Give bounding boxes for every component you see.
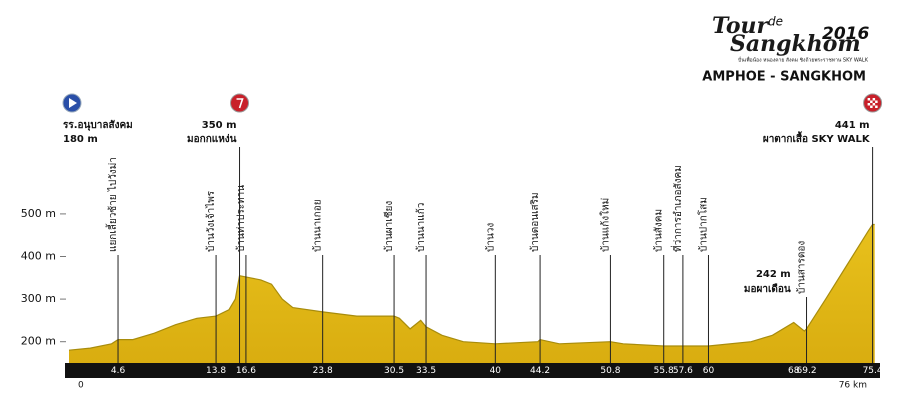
logo: Tour de Sangkhom 2016 ปั่นเพื่อน้อง หนอง… [712,13,869,64]
x-tick-label: 76 km [839,381,867,391]
waypoint-name: ที่ว่าการอำเภอสังคม [670,165,684,252]
profile-line [68,223,875,351]
km-label: 40 [490,366,502,376]
km-label: 30.5 [384,366,404,376]
logo-tour: Tour [712,13,770,39]
marker-label: 441 m [835,120,870,131]
y-tick-label: 400 m [21,250,56,263]
marker-name: รร.อนุบาลสังคม [63,119,133,131]
waypoint-name: บ้านวังเจ้าไพร [205,190,217,252]
km-label: 69.2 [797,366,817,376]
waypoint-name: บ้านผาเชียง [383,201,395,252]
logo-year: 2016 [822,24,869,44]
waypoint-name: แยกเลี้ยวซ้าย ไปวังม่า [105,157,119,252]
sprint-icon-mark [236,98,244,109]
km-label: 75.4 [863,366,883,376]
marker-label: 242 m [756,269,791,280]
km-label: 4.6 [111,366,126,376]
finish-icon-check [867,103,871,106]
km-label: 55.8 [654,366,674,376]
marker-name: มอกกแหง่น [187,133,237,145]
logo-tagline: ปั่นเพื่อน้อง หนองคาย สังคม ชิงถ้วยพระรา… [738,57,869,64]
marker-name: ผาตากเสื้อ SKY WALK [763,131,871,145]
km-label: 50.8 [600,366,620,376]
km-label: 23.8 [313,366,333,376]
finish-icon-check [867,98,871,101]
waypoint-name: บ้านนาแก้ว [415,203,427,252]
km-label: 16.6 [236,366,256,376]
y-tick-label: 300 m [21,292,56,305]
waypoint-name: บ้านปากโสม [696,197,709,252]
sprint-icon [230,93,250,113]
logo-sangkhom: Sangkhom [730,31,861,57]
finish-icon-check [875,100,878,103]
area-fill [69,224,875,363]
logo-de: de [768,15,783,29]
km-label: 60 [703,366,715,376]
finish-icon-check [870,100,873,103]
subtitle: AMPHOE - SANGKHOM [702,70,866,85]
waypoint-name: บ้านแก้งใหม่ [599,198,611,252]
distance-bar [65,363,880,378]
marker-label: 350 m [202,120,237,131]
waypoint-name: บ้านสารดอง [796,241,808,294]
start-icon-arrow [69,98,77,108]
y-tick-label: 200 m [21,335,56,348]
marker-name: มอผาเดือน [744,283,791,295]
km-label: 33.5 [416,366,436,376]
x-tick-label: 0 [78,381,84,391]
waypoint-name: บ้านนาเกอย [312,199,324,252]
finish-icon-check [872,98,876,101]
km-label: 57.6 [673,366,693,376]
marker-label: 180 m [63,134,98,145]
finish-icon-check [875,105,878,108]
km-label: 68 [788,366,800,376]
waypoint-name: บ้านดอนเสริม [529,192,541,252]
finish-icon-check [870,105,873,108]
finish-icon-check [872,103,876,106]
km-label: 44.2 [530,366,550,376]
waypoint-name: บ้านวง [484,223,496,252]
waypoint-name: บ้านท่าประทาน [235,185,247,252]
y-tick-label: 500 m [21,207,56,220]
km-label: 13.8 [206,366,226,376]
waypoint-name: บ้านสังคม [653,209,665,252]
